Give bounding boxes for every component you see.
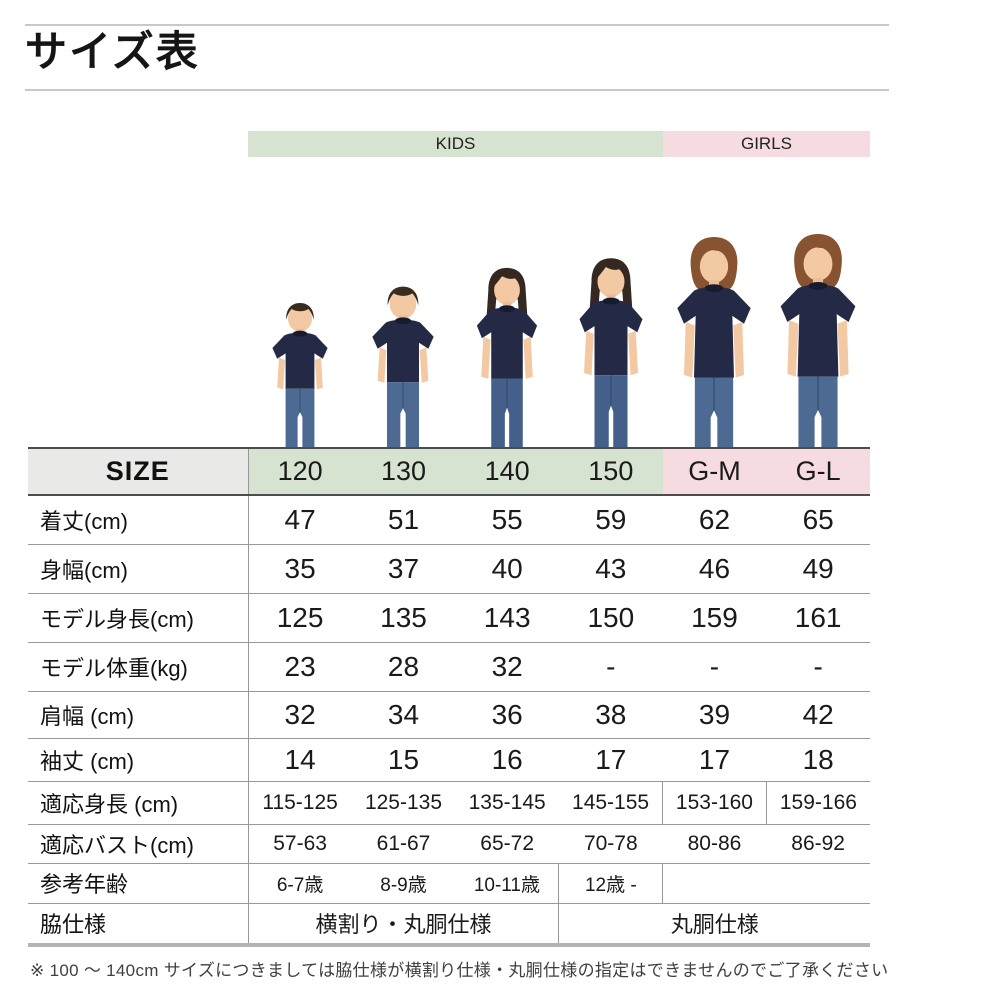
cell: 159-166: [766, 781, 870, 825]
model-photo-gm: [663, 230, 767, 447]
row-label: 着丈(cm): [28, 495, 249, 545]
size-table: SIZE 120 130 140 150 G-M G-L 着丈(cm) 47 5…: [28, 447, 870, 947]
cell: 65: [766, 495, 870, 545]
cell: -: [766, 642, 870, 692]
cell: 32: [248, 691, 352, 739]
cell: 61-67: [351, 824, 456, 864]
table-row-fit-bust: 適応バスト(cm) 57-63 61-67 65-72 70-78 80-86 …: [28, 824, 870, 864]
cell: 49: [766, 544, 870, 594]
cell: 12歳 -: [558, 863, 664, 904]
row-label: 適応身長 (cm): [28, 781, 249, 825]
table-row-body-width: 身幅(cm) 35 37 40 43 46 49: [28, 544, 870, 594]
cell: 16: [455, 738, 559, 782]
cell: 153-160: [662, 781, 767, 825]
table-row-model-weight: モデル体重(kg) 23 28 32 - - -: [28, 642, 870, 692]
row-label: 肩幅 (cm): [28, 691, 249, 739]
size-col-120: 120: [248, 447, 352, 496]
model-photo-120: [248, 297, 352, 447]
cell: 46: [662, 544, 767, 594]
cell: 37: [351, 544, 456, 594]
cell: 17: [662, 738, 767, 782]
cell: 62: [662, 495, 767, 545]
cell: 42: [766, 691, 870, 739]
cell: 57-63: [248, 824, 352, 864]
table-row-fit-height: 適応身長 (cm) 115-125 125-135 135-145 145-15…: [28, 781, 870, 825]
cell: 40: [455, 544, 559, 594]
cell: 135: [351, 593, 456, 643]
table-row-sleeve-length: 袖丈 (cm) 14 15 16 17 17 18: [28, 738, 870, 782]
cell: 32: [455, 642, 559, 692]
cell: 14: [248, 738, 352, 782]
table-row-side-seam-spec: 脇仕様 横割り・丸胴仕様 丸胴仕様: [28, 903, 870, 947]
cell: 143: [455, 593, 559, 643]
girls-band: GIRLS: [663, 131, 870, 157]
cell: 15: [351, 738, 456, 782]
cell: 43: [558, 544, 663, 594]
cell: 150: [558, 593, 663, 643]
cell: 10-11歳: [455, 863, 559, 904]
cell-kids-spec: 横割り・丸胴仕様: [248, 903, 560, 947]
cell: 125: [248, 593, 352, 643]
table-row-shoulder-width: 肩幅 (cm) 32 34 36 38 39 42: [28, 691, 870, 739]
row-label: モデル体重(kg): [28, 642, 249, 692]
cell: 86-92: [766, 824, 870, 864]
table-row-reference-age: 参考年齢 6-7歳 8-9歳 10-11歳 12歳 -: [28, 863, 870, 904]
cell: 34: [351, 691, 456, 739]
cell: 159: [662, 593, 767, 643]
group-header-bands: KIDS GIRLS: [248, 131, 870, 157]
model-photo-130: [352, 280, 456, 447]
model-photo-gl: [766, 227, 870, 447]
cell: 36: [455, 691, 559, 739]
row-label: 適応バスト(cm): [28, 824, 249, 864]
cell: 39: [662, 691, 767, 739]
top-divider: [25, 24, 889, 26]
cell: 161: [766, 593, 870, 643]
size-col-140: 140: [455, 447, 559, 496]
model-photo-150: [559, 252, 663, 447]
cell: 51: [351, 495, 456, 545]
kids-band: KIDS: [248, 131, 663, 157]
cell: 47: [248, 495, 352, 545]
cell: 59: [558, 495, 663, 545]
table-row-body-length: 着丈(cm) 47 51 55 59 62 65: [28, 495, 870, 545]
cell: -: [662, 642, 767, 692]
row-label: モデル身長(cm): [28, 593, 249, 643]
table-row-model-height: モデル身長(cm) 125 135 143 150 159 161: [28, 593, 870, 643]
size-col-gl: G-L: [766, 447, 870, 496]
footnote: ※ 100 ～ 140cm サイズにつきましては脇仕様が横割り仕様・丸胴仕様の指…: [30, 961, 889, 980]
size-col-gm: G-M: [662, 447, 767, 496]
cell: 23: [248, 642, 352, 692]
cell: 35: [248, 544, 352, 594]
size-col-130: 130: [351, 447, 456, 496]
cell: 18: [766, 738, 870, 782]
cell: 135-145: [455, 781, 559, 825]
cell: 8-9歳: [351, 863, 456, 904]
row-label: 参考年齢: [28, 863, 249, 904]
cell-girls-spec: 丸胴仕様: [558, 903, 870, 947]
table-row-size-header: SIZE 120 130 140 150 G-M G-L: [28, 447, 870, 496]
model-photos: [248, 225, 870, 447]
cell: -: [558, 642, 663, 692]
row-label: 袖丈 (cm): [28, 738, 249, 782]
cell-empty: [662, 863, 870, 904]
cell: 80-86: [662, 824, 767, 864]
cell: 6-7歳: [248, 863, 352, 904]
row-label: 身幅(cm): [28, 544, 249, 594]
cell: 17: [558, 738, 663, 782]
cell: 65-72: [455, 824, 559, 864]
cell: 55: [455, 495, 559, 545]
size-col-150: 150: [558, 447, 663, 496]
model-photo-140: [455, 262, 559, 447]
row-label: 脇仕様: [28, 903, 249, 947]
cell: 145-155: [558, 781, 663, 825]
cell: 70-78: [558, 824, 663, 864]
cell: 115-125: [248, 781, 352, 825]
title-divider: [25, 89, 889, 91]
cell: 38: [558, 691, 663, 739]
cell: 28: [351, 642, 456, 692]
size-header-label: SIZE: [28, 447, 249, 496]
page-title: サイズ表: [25, 28, 200, 75]
cell: 125-135: [351, 781, 456, 825]
